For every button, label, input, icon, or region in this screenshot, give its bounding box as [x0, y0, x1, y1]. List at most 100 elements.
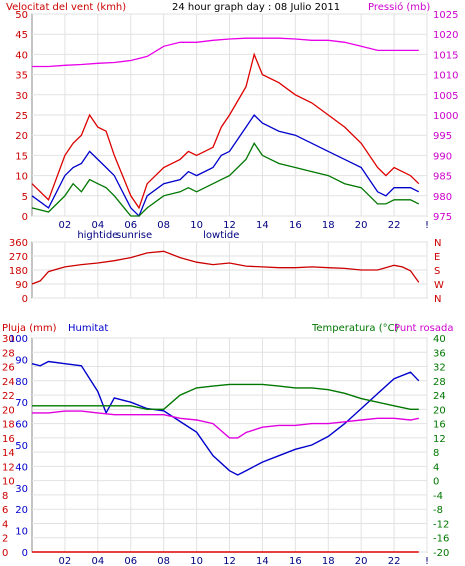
humidity-tick-60: 60	[15, 420, 28, 431]
x-tick-14: 14	[256, 220, 269, 231]
panel1-series-line-3	[31, 142, 420, 217]
x-tick-12: 12	[223, 220, 236, 231]
humidity-tick-100: 100	[9, 334, 28, 345]
pressure-tick-1015: 1015	[433, 50, 458, 61]
wind-tick-5: 5	[22, 192, 28, 203]
rain-tick-30: 30	[2, 334, 15, 345]
direction-tick-90: 90	[15, 280, 28, 291]
wind-tick-40: 40	[15, 50, 28, 61]
compass-label-E-3: E	[434, 252, 440, 263]
temperature-tick-32: 32	[433, 363, 446, 374]
humidity-tick-40: 40	[15, 462, 28, 473]
wind-tick-0: 0	[22, 212, 28, 223]
pressure-tick-1010: 1010	[433, 71, 458, 82]
rain-tick-4: 4	[2, 519, 8, 530]
humidity-axis-label: Humitat	[68, 323, 108, 334]
pressure-tick-1020: 1020	[433, 30, 458, 41]
x-tick-20: 20	[355, 556, 368, 566]
temperature-tick-24: 24	[433, 391, 446, 402]
panel3-series-line-0	[31, 360, 420, 476]
rain-tick-8: 8	[2, 491, 8, 502]
temperature-tick-8: 8	[433, 448, 439, 459]
pressure-tick-1025: 1025	[433, 10, 458, 21]
wind-tick-45: 45	[15, 30, 28, 41]
temperature-tick-36: 36	[433, 348, 446, 359]
humidity-tick-70: 70	[15, 398, 28, 409]
humidity-tick-30: 30	[15, 484, 28, 495]
wind-tick-20: 20	[15, 131, 28, 142]
rain-tick-12: 12	[2, 462, 15, 473]
x-tick-02: 02	[59, 556, 72, 566]
rain-tick-0: 0	[2, 548, 8, 559]
humidity-tick-90: 90	[15, 355, 28, 366]
temperature-tick-40: 40	[433, 334, 446, 345]
wind-tick-15: 15	[15, 151, 28, 162]
x-tick-16: 16	[289, 220, 302, 231]
pressure-tick-1000: 1000	[433, 111, 458, 122]
humidity-tick-80: 80	[15, 377, 28, 388]
rain-tick-10: 10	[2, 477, 15, 488]
wind-direction-line-0	[31, 250, 420, 285]
rain-tick-2: 2	[2, 534, 8, 545]
dew-point-axis-label: Punt rosada	[394, 323, 453, 334]
direction-tick-270: 270	[9, 252, 28, 263]
x-tick-10: 10	[190, 220, 203, 231]
temperature-tick-20: -20	[433, 548, 449, 559]
temperature-tick-8: -8	[433, 505, 443, 516]
pressure-axis-label: Pressió (mb)	[368, 1, 430, 13]
x-tick-mark: !	[425, 556, 429, 566]
direction-tick-180: 180	[9, 266, 28, 277]
rain-tick-20: 20	[2, 405, 15, 416]
panel1-series-line-1	[31, 52, 420, 210]
rain-axis-label: Pluja (mm)	[2, 323, 57, 334]
pressure-tick-990: 990	[433, 151, 452, 162]
temperature-tick-20: 20	[433, 405, 446, 416]
wind-direction-panel: 0 N 90 W 180 S 270 E 360 N	[9, 238, 444, 305]
x-tick-12: 12	[223, 556, 236, 566]
wind-tick-10: 10	[15, 172, 28, 183]
panel1-series-line-2	[31, 113, 420, 218]
annotation-lowtide: lowtide	[203, 230, 239, 241]
temperature-tick-28: 28	[433, 377, 446, 388]
x-tick-18: 18	[322, 220, 335, 231]
x-tick-22: 22	[388, 220, 401, 231]
temperature-tick-0: 0	[433, 477, 439, 488]
humidity-tick-10: 10	[15, 527, 28, 538]
temperature-tick-4: 4	[433, 462, 439, 473]
x-tick-16: 16	[289, 556, 302, 566]
temperature-tick-16: 16	[433, 420, 446, 431]
rain-tick-18: 18	[2, 420, 15, 431]
temperature-axis-label: Temperatura (°C)	[311, 323, 399, 334]
x-tick-10: 10	[190, 556, 203, 566]
humidity-temperature-panel: Pluja (mm) Humitat Temperatura (°C) Punt…	[2, 323, 453, 566]
humidity-tick-50: 50	[15, 441, 28, 452]
wind-tick-50: 50	[15, 10, 28, 21]
x-tick-08: 08	[157, 220, 170, 231]
annotation-sunrise: sunrise	[116, 230, 152, 241]
rain-tick-26: 26	[2, 363, 15, 374]
rain-tick-14: 14	[2, 448, 15, 459]
wind-pressure-panel: Velocitat del vent (kmh) 24 hour graph d…	[6, 1, 458, 241]
temperature-tick-4: -4	[433, 491, 443, 502]
x-tick-14: 14	[256, 556, 269, 566]
pressure-tick-1005: 1005	[433, 91, 458, 102]
pressure-tick-980: 980	[433, 192, 452, 203]
x-tick-04: 04	[91, 556, 104, 566]
pressure-tick-985: 985	[433, 172, 452, 183]
humidity-tick-20: 20	[15, 505, 28, 516]
rain-tick-16: 16	[2, 434, 15, 445]
panel3-series-line-1	[32, 383, 419, 410]
humidity-tick-0: 0	[22, 548, 28, 559]
direction-tick-0: 0	[22, 294, 28, 305]
x-tick-18: 18	[322, 556, 335, 566]
x-tick-22: 22	[388, 556, 401, 566]
compass-label-S-2: S	[434, 266, 440, 277]
compass-label-N-4: N	[434, 238, 441, 249]
x-tick-06: 06	[124, 220, 137, 231]
panel3-series-line-2	[32, 410, 419, 439]
wind-tick-25: 25	[15, 111, 28, 122]
wind-speed-axis-label: Velocitat del vent (kmh)	[6, 2, 126, 13]
x-tick-06: 06	[124, 556, 137, 566]
compass-label-W-1: W	[434, 280, 444, 291]
